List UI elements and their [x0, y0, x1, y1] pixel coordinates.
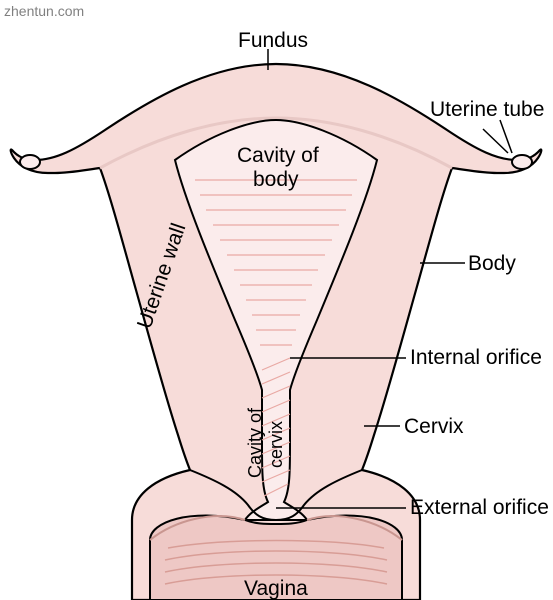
label-cavity-body-1: Cavity of [237, 144, 319, 167]
label-cavity-cervix-1: Cavity of [245, 407, 265, 478]
label-internal-orifice: Internal orifice [410, 346, 542, 369]
watermark: zhentun.com [4, 3, 84, 19]
label-vagina: Vagina [244, 577, 308, 600]
label-cervix: Cervix [404, 415, 464, 438]
right-tube-opening [512, 155, 532, 169]
label-cavity-body-2: body [253, 168, 299, 191]
label-cavity-cervix-2: cervix [266, 421, 286, 468]
label-body: Body [468, 252, 516, 275]
left-tube-opening [20, 155, 40, 169]
uterus-diagram: Fundus Uterine tube Body Cavity of body … [0, 0, 553, 600]
label-external-orifice: External orifice [410, 496, 549, 519]
label-fundus: Fundus [238, 29, 308, 52]
label-uterine-tube: Uterine tube [430, 98, 544, 121]
